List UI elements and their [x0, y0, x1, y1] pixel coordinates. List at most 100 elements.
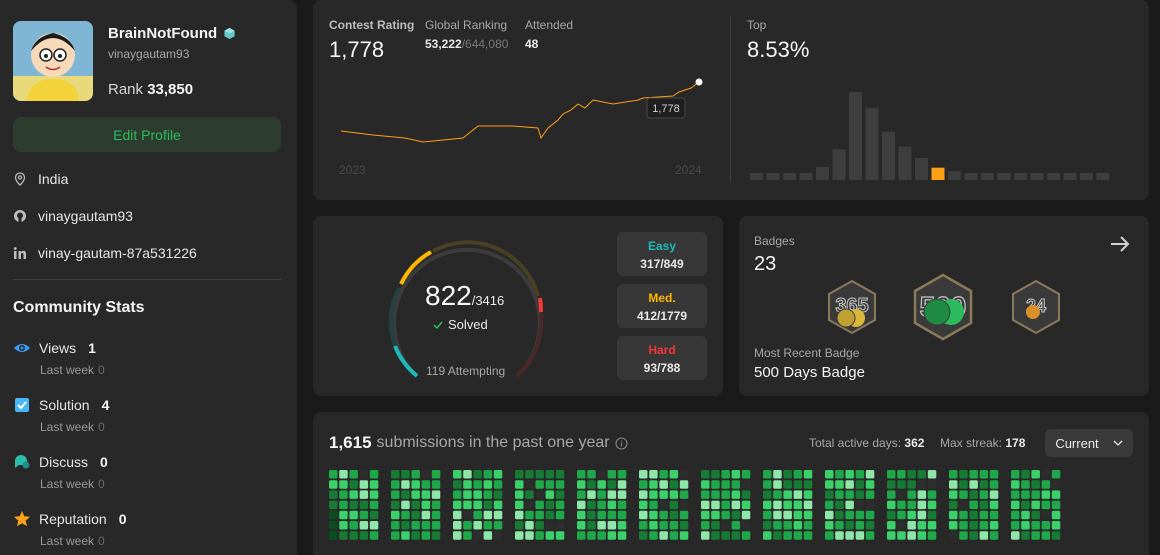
heatmap-cell[interactable]	[711, 521, 720, 530]
heatmap-cell[interactable]	[391, 470, 400, 479]
heatmap-cell[interactable]	[1031, 490, 1040, 499]
heatmap-cell[interactable]	[493, 490, 503, 499]
histogram-bar[interactable]	[1096, 172, 1110, 180]
heatmap-cell[interactable]	[897, 480, 906, 489]
heatmap-cell[interactable]	[1031, 470, 1040, 479]
heatmap-cell[interactable]	[679, 490, 689, 499]
heatmap-cell[interactable]	[949, 470, 958, 479]
heatmap-cell[interactable]	[607, 470, 617, 479]
heatmap-cell[interactable]	[1051, 531, 1061, 540]
heatmap-cell[interactable]	[773, 510, 782, 520]
heatmap-cell[interactable]	[989, 480, 999, 489]
365-days-badge-icon[interactable]: 365	[825, 278, 879, 336]
heatmap-cell[interactable]	[1051, 500, 1061, 510]
heatmap-cell[interactable]	[515, 480, 524, 489]
heatmap-cell[interactable]	[701, 531, 710, 540]
heatmap-cell[interactable]	[555, 480, 565, 489]
heatmap-cell[interactable]	[701, 500, 710, 510]
heatmap-cell[interactable]	[1031, 500, 1040, 510]
easy-stat-box[interactable]: Easy 317/849	[617, 232, 707, 276]
heatmap-cell[interactable]	[463, 490, 472, 499]
heatmap-cell[interactable]	[741, 480, 751, 489]
heatmap-cell[interactable]	[463, 521, 472, 530]
heatmap-cell[interactable]	[493, 531, 503, 540]
heatmap-cell[interactable]	[721, 531, 730, 540]
heatmap-cell[interactable]	[959, 510, 968, 520]
histogram-bar[interactable]	[750, 172, 763, 180]
heatmap-cell[interactable]	[483, 470, 493, 479]
heatmap-cell[interactable]	[639, 480, 648, 489]
heatmap-cell[interactable]	[969, 490, 978, 499]
heatmap-cell[interactable]	[865, 510, 875, 520]
heatmap-cell[interactable]	[617, 510, 627, 520]
heatmap-cell[interactable]	[339, 490, 348, 499]
heatmap-cell[interactable]	[741, 531, 751, 540]
heatmap-cell[interactable]	[329, 521, 338, 530]
heatmap-cell[interactable]	[979, 500, 989, 510]
heatmap-cell[interactable]	[917, 480, 927, 489]
heatmap-cell[interactable]	[835, 531, 844, 540]
heatmap-cell[interactable]	[649, 510, 658, 520]
heatmap-cell[interactable]	[391, 480, 400, 489]
heatmap-cell[interactable]	[359, 480, 369, 489]
arrow-right-icon[interactable]	[1109, 233, 1131, 255]
heatmap-cell[interactable]	[927, 470, 937, 479]
heatmap-cell[interactable]	[453, 510, 462, 520]
heatmap-cell[interactable]	[401, 500, 410, 510]
heatmap-cell[interactable]	[731, 531, 741, 540]
heatmap-cell[interactable]	[431, 470, 441, 479]
heatmap-cell[interactable]	[577, 470, 586, 479]
heatmap-cell[interactable]	[483, 480, 493, 489]
heatmap-cell[interactable]	[587, 510, 596, 520]
heatmap-cell[interactable]	[907, 490, 916, 499]
heatmap-cell[interactable]	[391, 490, 400, 499]
histogram-bar[interactable]	[1047, 172, 1060, 180]
heatmap-cell[interactable]	[421, 521, 431, 530]
heatmap-cell[interactable]	[855, 470, 865, 479]
heatmap-cell[interactable]	[607, 531, 617, 540]
heatmap-cell[interactable]	[887, 521, 896, 530]
rating-line-chart[interactable]: 1,778 2023 2024	[313, 0, 733, 200]
heatmap-cell[interactable]	[607, 521, 617, 530]
heatmap-cell[interactable]	[793, 490, 803, 499]
edit-profile-button[interactable]: Edit Profile	[13, 117, 281, 152]
histogram-bar[interactable]	[766, 172, 780, 180]
heatmap-cell[interactable]	[411, 480, 420, 489]
histogram-bar[interactable]	[832, 149, 846, 180]
heatmap-cell[interactable]	[431, 500, 441, 510]
heatmap-cell[interactable]	[989, 500, 999, 510]
heatmap-cell[interactable]	[793, 521, 803, 530]
heatmap-cell[interactable]	[401, 521, 410, 530]
heatmap-cell[interactable]	[421, 510, 431, 520]
heatmap-cell[interactable]	[401, 531, 410, 540]
heatmap-cell[interactable]	[493, 510, 503, 520]
heatmap-cell[interactable]	[959, 490, 968, 499]
heatmap-cell[interactable]	[855, 490, 865, 499]
heatmap-cell[interactable]	[349, 480, 358, 489]
heatmap-cell[interactable]	[969, 531, 978, 540]
heatmap-cell[interactable]	[649, 490, 658, 499]
heatmap-cell[interactable]	[845, 480, 854, 489]
heatmap-cell[interactable]	[741, 490, 751, 499]
heatmap-cell[interactable]	[401, 470, 410, 479]
heatmap-cell[interactable]	[597, 490, 606, 499]
heatmap-cell[interactable]	[555, 510, 565, 520]
heatmap-cell[interactable]	[825, 531, 834, 540]
heatmap-cell[interactable]	[369, 531, 379, 540]
heatmap-cell[interactable]	[979, 480, 989, 489]
heatmap-cell[interactable]	[639, 510, 648, 520]
heatmap-cell[interactable]	[917, 470, 927, 479]
heatmap-cell[interactable]	[369, 521, 379, 530]
heatmap-cell[interactable]	[969, 521, 978, 530]
heatmap-cell[interactable]	[731, 500, 741, 510]
heatmap-cell[interactable]	[1021, 480, 1030, 489]
histogram-bar[interactable]	[799, 172, 813, 180]
heatmap-cell[interactable]	[483, 500, 493, 510]
heatmap-cell[interactable]	[359, 470, 369, 479]
heatmap-cell[interactable]	[763, 490, 772, 499]
heatmap-cell[interactable]	[763, 531, 772, 540]
heatmap-cell[interactable]	[1041, 510, 1051, 520]
heatmap-cell[interactable]	[587, 500, 596, 510]
heatmap-cell[interactable]	[1021, 510, 1030, 520]
heatmap-cell[interactable]	[979, 470, 989, 479]
